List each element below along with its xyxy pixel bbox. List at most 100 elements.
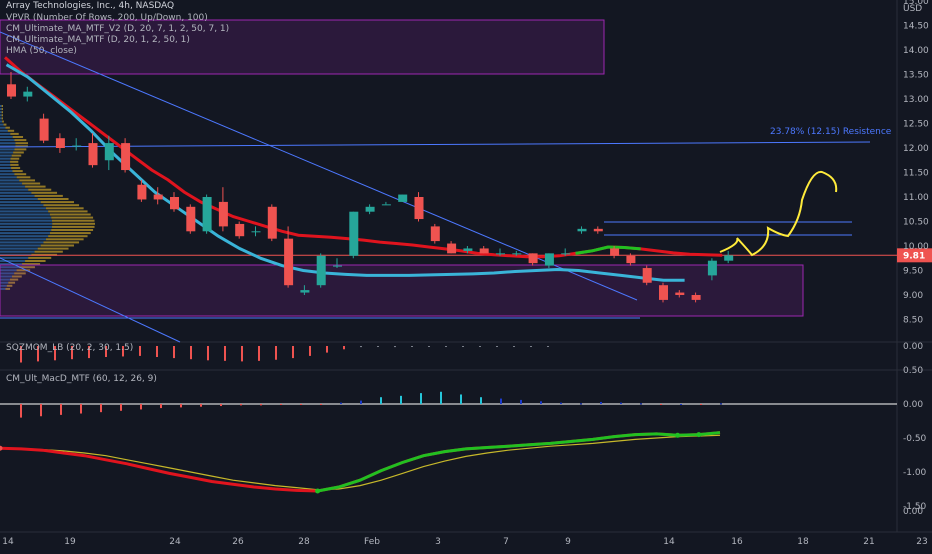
volume-profile-bar [0, 256, 29, 259]
candle-body [512, 253, 522, 255]
volume-profile-bar [0, 287, 6, 290]
volume-profile-bar [45, 238, 84, 241]
volume-profile-bar [48, 235, 88, 238]
candle-body [430, 226, 440, 242]
volume-profile-bar [0, 275, 12, 278]
volume-profile-bar [51, 225, 95, 228]
volume-profile-bar [0, 142, 16, 145]
support-zone-box [0, 264, 804, 317]
volume-profile-bar [1, 114, 3, 117]
volume-profile-bar [11, 275, 22, 278]
indicator-cm-ma-mtf-v2[interactable]: CM_Ultimate_MA_MTF_V2 (D, 20, 7, 1, 2, 5… [6, 24, 230, 34]
price-tick-label: 11.00 [903, 193, 929, 203]
candle-body [316, 255, 326, 286]
volume-profile-bar [0, 260, 26, 262]
volume-profile-bar [1, 117, 3, 120]
macd-cross-dot [675, 432, 681, 438]
candle-body [300, 290, 310, 293]
price-tick-label: 9.00 [903, 291, 923, 301]
volume-profile-bar [5, 126, 10, 129]
candle-body [691, 295, 701, 300]
volume-profile-bar [0, 179, 20, 182]
candle-body [724, 255, 734, 261]
sqzmom-bar [88, 346, 90, 359]
candle-body [7, 84, 16, 97]
volume-profile-bar [43, 204, 80, 207]
candle-body [626, 255, 636, 264]
volume-profile-bar [0, 126, 6, 129]
volume-profile-bar [0, 151, 14, 154]
macd-tick-label: 0.00 [903, 400, 923, 410]
volume-profile-bar [14, 139, 27, 142]
sqzmom-bar [428, 346, 430, 347]
volume-profile-bar [0, 232, 50, 235]
volume-profile-bar [0, 114, 2, 117]
macd-hist-bar [160, 404, 162, 409]
candle-body [398, 194, 408, 202]
volume-profile-bar [51, 216, 94, 219]
volume-profile-bar [15, 142, 29, 145]
macd-hist-bar [720, 403, 722, 405]
candle-body [284, 238, 294, 286]
volume-profile-bar [0, 163, 11, 166]
sqzmom-bar [343, 346, 345, 350]
volume-profile-bar [0, 266, 20, 269]
volume-profile-bar [14, 272, 26, 275]
volume-profile-bar [0, 201, 41, 204]
macd-hist-bar [320, 404, 322, 405]
volume-profile-bar [0, 145, 16, 148]
volume-profile-bar [48, 210, 88, 213]
indicator-vpvr[interactable]: VPVR (Number Of Rows, 200, Up/Down, 100) [6, 13, 208, 23]
resistance-annotation: 23.78% (12.15) Resistence [770, 127, 892, 137]
price-tick-label: 10.00 [903, 242, 929, 252]
volume-profile-bar [0, 120, 3, 123]
volume-profile-bar [14, 173, 27, 176]
candle-body [153, 194, 163, 200]
macd-hist-bar [180, 404, 182, 408]
sqzmom-bar [547, 346, 549, 347]
resistance-line [0, 141, 871, 148]
macd-hist-bar [500, 398, 502, 404]
indicator-cm-ma-mtf[interactable]: CM_Ultimate_MA_MTF (D, 20, 1, 2, 50, 1) [6, 35, 190, 45]
macd-hist-bar [80, 404, 82, 414]
sqzmom-bar [122, 346, 124, 357]
macd-hist-bar [700, 404, 702, 405]
candle-body [496, 253, 505, 255]
macd-label[interactable]: CM_Ult_MacD_MTF (60, 12, 26, 9) [6, 374, 157, 384]
macd-hist-bar [680, 404, 682, 405]
x-tick-label: 9 [565, 537, 571, 547]
sqzmom-label[interactable]: SQZMOM_LB (20, 2, 30, 1.5) [6, 343, 134, 353]
candle-body [72, 145, 82, 147]
candle-body [707, 260, 717, 276]
x-tick-label: 16 [731, 537, 743, 547]
candle-body [170, 197, 179, 210]
sqzmom-bar [105, 346, 107, 357]
candle-body [528, 253, 538, 264]
price-tick-label: 9.50 [903, 267, 923, 277]
macd-hist-bar [340, 402, 342, 404]
symbol-title: Array Technologies, Inc., 4h, NASDAQ [6, 1, 175, 11]
volume-profile-bar [25, 260, 46, 262]
price-tick-label: 13.00 [903, 95, 929, 105]
volume-profile-bar [0, 235, 49, 238]
sqzmom-bar [292, 346, 294, 359]
volume-profile-bar [0, 253, 32, 256]
x-tick-label: 21 [863, 537, 874, 547]
current-price-tag [897, 248, 932, 263]
trend-line-lower [0, 257, 181, 343]
volume-profile-bar [31, 191, 58, 194]
volume-profile-bar [15, 145, 28, 148]
volume-profile-bar [52, 222, 95, 225]
ma-green-segment [575, 245, 641, 255]
volume-profile-bar [5, 287, 11, 290]
indicator-hma[interactable]: HMA (50, close) [6, 46, 77, 56]
volume-profile-bar [0, 136, 13, 138]
volume-profile-bar [22, 263, 41, 266]
volume-profile-bar [0, 148, 15, 151]
candle-body [251, 231, 261, 233]
candle-body [186, 206, 196, 232]
sqzmom-bar [190, 346, 192, 360]
macd-hist-bar [580, 403, 582, 405]
